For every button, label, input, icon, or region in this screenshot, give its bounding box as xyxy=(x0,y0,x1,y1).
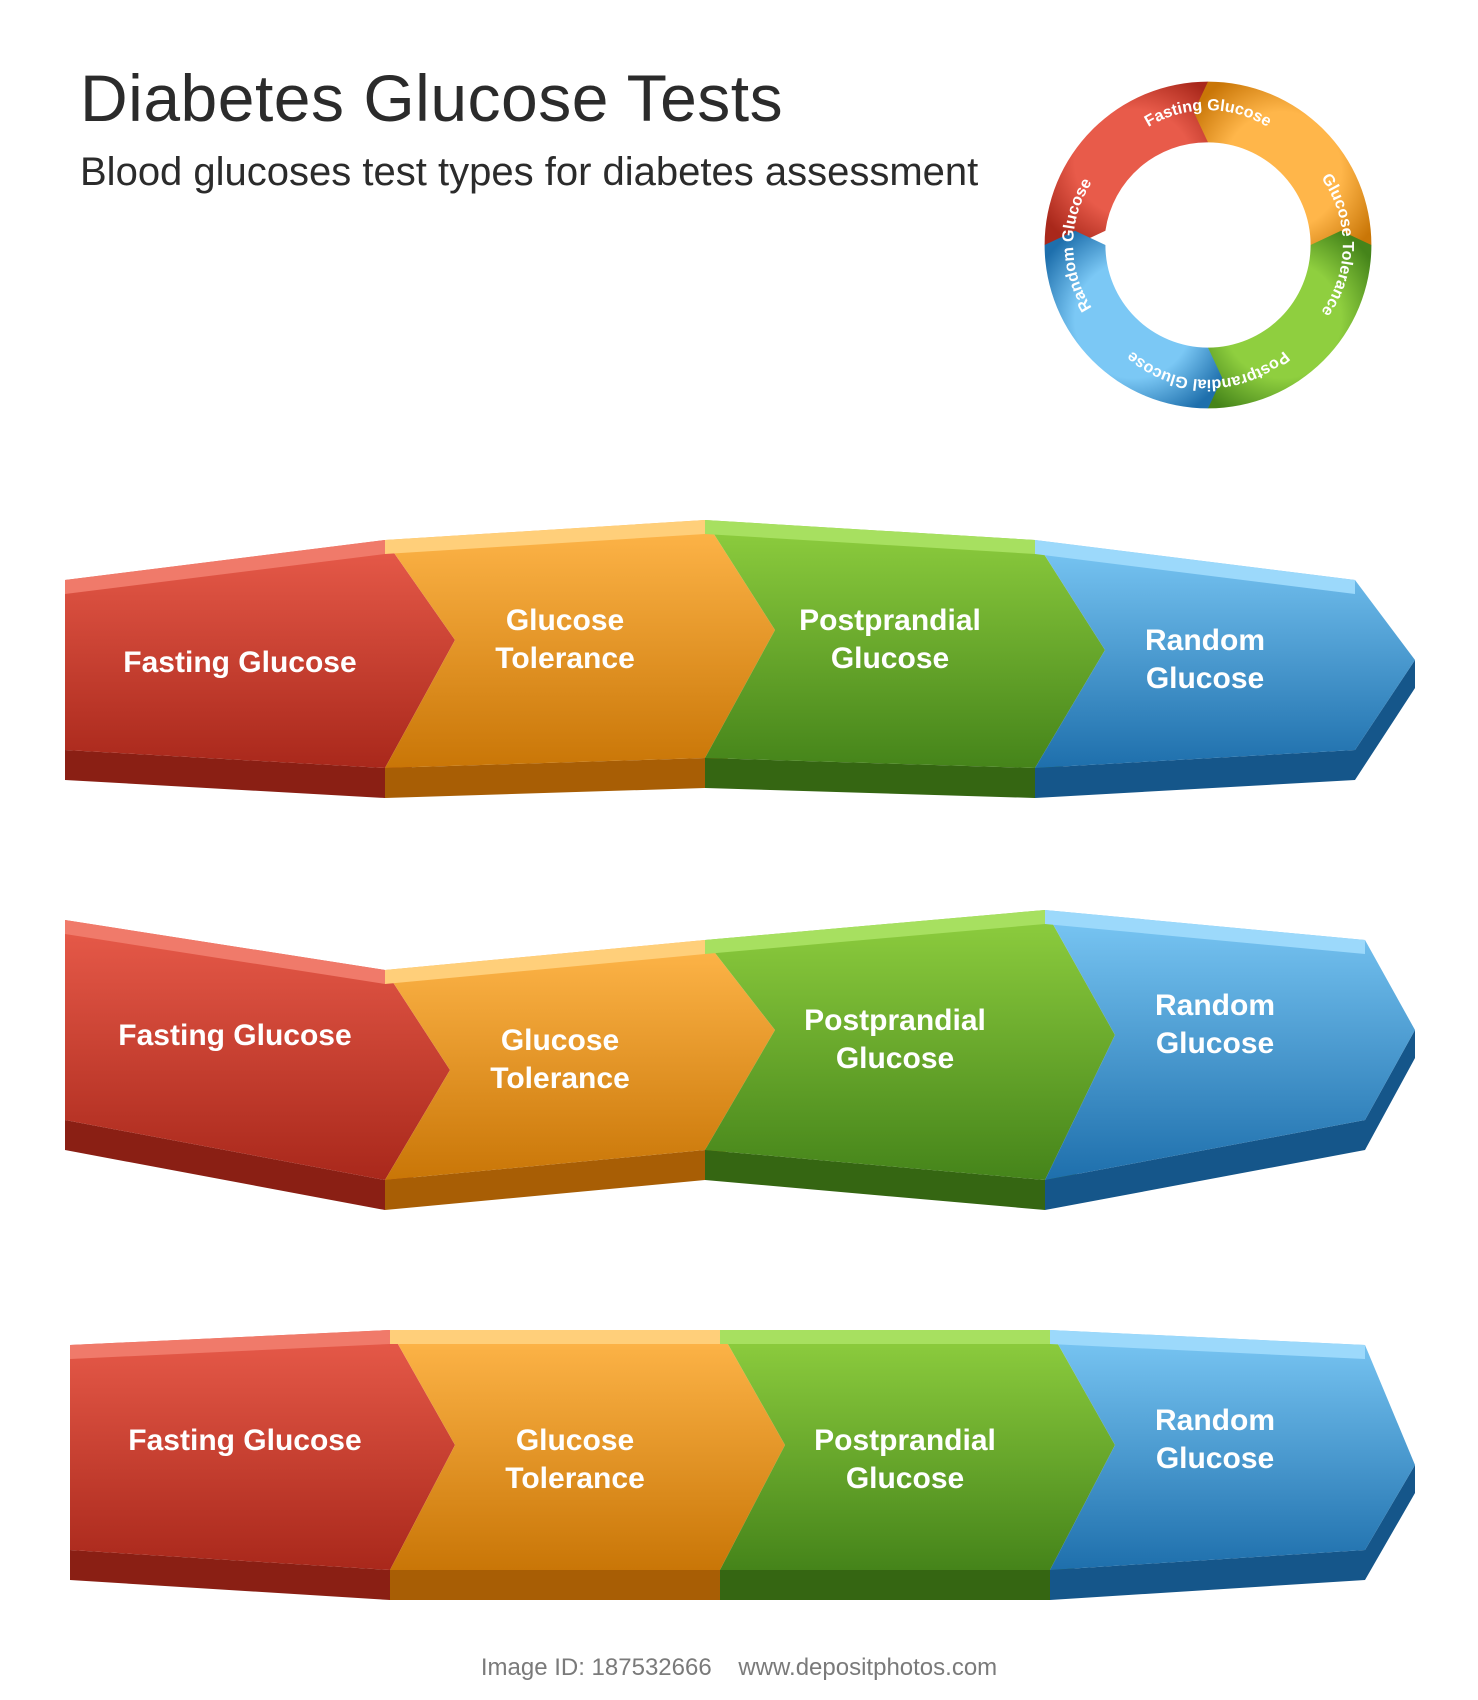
w-label-3a: Postprandial xyxy=(804,1004,986,1037)
page-subtitle: Blood glucoses test types for diabetes a… xyxy=(80,150,978,195)
chevron-row-1: Fasting Glucose Glucose Tolerance Postpr… xyxy=(55,500,1425,820)
f-chevron-3-hl xyxy=(720,1330,1050,1344)
w-label-4b: Glucose xyxy=(1156,1027,1274,1060)
f-label-4a: Random xyxy=(1155,1404,1275,1437)
footer: Image ID: 187532666 www.depositphotos.co… xyxy=(0,1654,1478,1682)
label-4b: Glucose xyxy=(1146,662,1264,695)
w-label-2b: Tolerance xyxy=(490,1062,630,1095)
f-chevron-2-hl xyxy=(390,1330,720,1344)
f-label-3b: Glucose xyxy=(846,1462,964,1495)
chevron-row-3: Fasting Glucose Glucose Tolerance Postpr… xyxy=(55,1290,1425,1610)
w-label-4a: Random xyxy=(1155,989,1275,1022)
infographic-canvas: Diabetes Glucose Tests Blood glucoses te… xyxy=(0,0,1478,1700)
label-2a: Glucose xyxy=(506,604,624,637)
f-label-1: Fasting Glucose xyxy=(128,1424,361,1457)
w-label-2a: Glucose xyxy=(501,1024,619,1057)
f-label-2a: Glucose xyxy=(516,1424,634,1457)
ring-diagram: Fasting Glucose Glucose Tolerance Postpr… xyxy=(1018,55,1398,435)
page-title: Diabetes Glucose Tests xyxy=(80,60,783,136)
label-2b: Tolerance xyxy=(495,642,635,675)
f-label-3a: Postprandial xyxy=(814,1424,996,1457)
label-1: Fasting Glucose xyxy=(123,646,356,679)
f-label-4b: Glucose xyxy=(1156,1442,1274,1475)
label-4a: Random xyxy=(1145,624,1265,657)
label-3b: Glucose xyxy=(831,642,949,675)
footer-site: www.depositphotos.com xyxy=(738,1654,997,1681)
w-label-1: Fasting Glucose xyxy=(118,1019,351,1052)
f-label-2b: Tolerance xyxy=(505,1462,645,1495)
chevron-row-2: Fasting Glucose Glucose Tolerance Postpr… xyxy=(55,880,1425,1240)
w-label-3b: Glucose xyxy=(836,1042,954,1075)
footer-image-id: Image ID: 187532666 xyxy=(481,1654,712,1681)
label-3a: Postprandial xyxy=(799,604,981,637)
